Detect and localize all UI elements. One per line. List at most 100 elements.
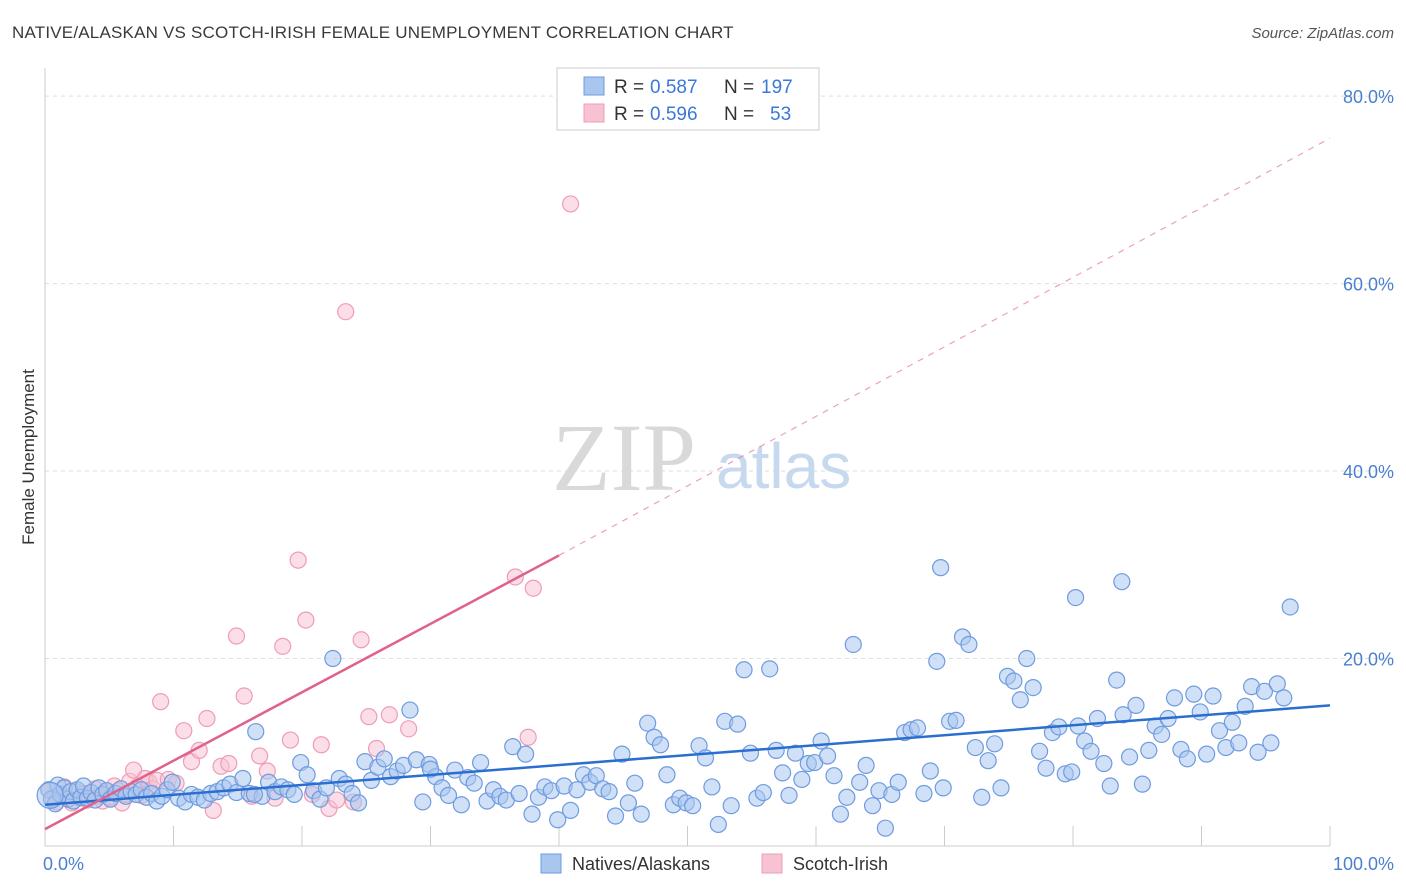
natives-alaskans-point <box>838 788 856 806</box>
scotch-irish-point <box>400 720 418 738</box>
bottom-legend-label-scotch-irish: Scotch-Irish <box>793 854 888 874</box>
natives-alaskans-point <box>421 760 440 778</box>
natives-alaskans-point <box>934 779 952 797</box>
legend-box: R = 0.587 N = 197 R = 0.596 N = 53 <box>556 67 820 131</box>
natives-alaskans-point <box>414 793 432 811</box>
scotch-irish-point <box>328 791 346 809</box>
natives-alaskans-point <box>1095 754 1113 773</box>
natives-alaskans-point <box>1204 687 1222 705</box>
natives-alaskans-point <box>966 738 984 757</box>
natives-alaskans-point <box>857 756 875 774</box>
natives-alaskans-point <box>921 762 939 780</box>
natives-alaskans-point <box>729 715 747 733</box>
natives-alaskans-point <box>992 779 1010 797</box>
natives-alaskans-point <box>1011 691 1029 709</box>
natives-alaskans-point <box>928 652 946 670</box>
natives-alaskans-point <box>1133 775 1151 793</box>
natives-alaskans-point <box>831 805 850 823</box>
natives-alaskans-point <box>375 750 393 768</box>
scotch-irish-point <box>125 761 143 779</box>
natives-alaskans-point <box>504 738 522 756</box>
natives-alaskans-point <box>1066 589 1085 607</box>
natives-alaskans-trend-line <box>44 704 1331 807</box>
scotch-irish-points <box>40 195 580 819</box>
natives-alaskans-point <box>1127 696 1145 714</box>
natives-alaskans-point <box>658 766 676 784</box>
scotch-irish-point <box>297 611 315 629</box>
scotch-irish-point <box>360 708 378 726</box>
natives-alaskans-point <box>285 785 303 804</box>
gridlines <box>45 95 1394 660</box>
x-tick-label-min: 0.0% <box>43 854 84 874</box>
scotch-irish-point <box>524 579 542 597</box>
natives-alaskans-point <box>1030 742 1049 760</box>
legend-n-value-1: 197 <box>761 77 793 98</box>
scotch-irish-point <box>312 736 330 754</box>
legend-n-value-2: 53 <box>770 104 791 125</box>
natives-alaskans-point <box>1230 734 1248 752</box>
natives-alaskans-point <box>986 735 1004 753</box>
natives-alaskans-point <box>818 747 837 765</box>
legend-swatch-pink <box>583 103 605 123</box>
natives-alaskans-point <box>947 711 965 729</box>
natives-alaskans-point <box>245 785 264 804</box>
scotch-irish-point <box>274 637 292 655</box>
scotch-irish-point <box>352 631 370 649</box>
natives-alaskans-point <box>324 649 342 668</box>
scotch-irish-point <box>337 303 355 321</box>
scotch-irish-point <box>175 722 193 740</box>
natives-alaskans-point <box>1108 671 1126 689</box>
natives-alaskans-point <box>793 770 811 789</box>
natives-alaskans-point <box>1275 689 1293 707</box>
natives-alaskans-point <box>1185 685 1203 703</box>
natives-alaskans-point <box>651 736 670 754</box>
natives-alaskans-points <box>36 559 1299 837</box>
chart-source: Source: ZipAtlas.com <box>1251 25 1394 42</box>
natives-alaskans-point <box>735 661 753 679</box>
natives-alaskans-point <box>844 635 862 654</box>
natives-alaskans-point <box>741 744 760 762</box>
natives-alaskans-point <box>773 764 792 782</box>
natives-alaskans-point <box>439 786 458 804</box>
natives-alaskans-point <box>1120 748 1139 766</box>
natives-alaskans-point <box>163 773 181 791</box>
x-tick-marks <box>44 826 1331 846</box>
scotch-irish-point <box>281 731 300 749</box>
natives-alaskans-point <box>1018 649 1036 668</box>
natives-alaskans-point <box>863 797 882 815</box>
natives-alaskans-point <box>876 819 894 837</box>
natives-alaskans-point <box>979 752 997 770</box>
natives-alaskans-point <box>613 745 631 763</box>
natives-alaskans-point <box>639 714 657 732</box>
natives-alaskans-point <box>1249 743 1267 761</box>
scotch-irish-point <box>380 706 398 724</box>
natives-alaskans-point <box>825 767 843 785</box>
natives-alaskans-point <box>1281 598 1299 616</box>
natives-alaskans-point <box>812 732 830 750</box>
bottom-legend-label-natives: Natives/Alaskans <box>572 854 710 874</box>
natives-alaskans-point <box>1236 697 1254 715</box>
natives-alaskans-point <box>298 766 316 784</box>
legend-r-label-1: R = <box>614 77 644 98</box>
natives-alaskans-point <box>247 723 265 741</box>
y-tick-label: 20.0% <box>1343 650 1394 670</box>
natives-alaskans-point <box>1063 763 1081 781</box>
natives-alaskans-point <box>626 774 644 792</box>
natives-alaskans-point <box>754 783 772 802</box>
scotch-irish-point <box>227 627 246 645</box>
natives-alaskans-point <box>1255 682 1274 700</box>
natives-alaskans-point <box>1223 713 1241 731</box>
scotch-irish-point <box>561 195 580 213</box>
natives-alaskans-point <box>1082 742 1100 760</box>
natives-alaskans-point <box>510 784 528 803</box>
x-tick-label-max: 100.0% <box>1333 854 1394 874</box>
natives-alaskans-point <box>1178 750 1196 768</box>
natives-alaskans-point <box>960 635 978 654</box>
y-tick-label: 40.0% <box>1343 462 1394 482</box>
natives-alaskans-point <box>349 794 368 812</box>
bottom-legend-swatch-pink <box>761 853 783 874</box>
natives-alaskans-point <box>973 788 991 806</box>
watermark-atlas: atlas <box>716 430 851 502</box>
y-tick-labels: 20.0% 40.0% 60.0% 80.0% <box>1343 87 1394 669</box>
natives-alaskans-point <box>1037 759 1055 777</box>
